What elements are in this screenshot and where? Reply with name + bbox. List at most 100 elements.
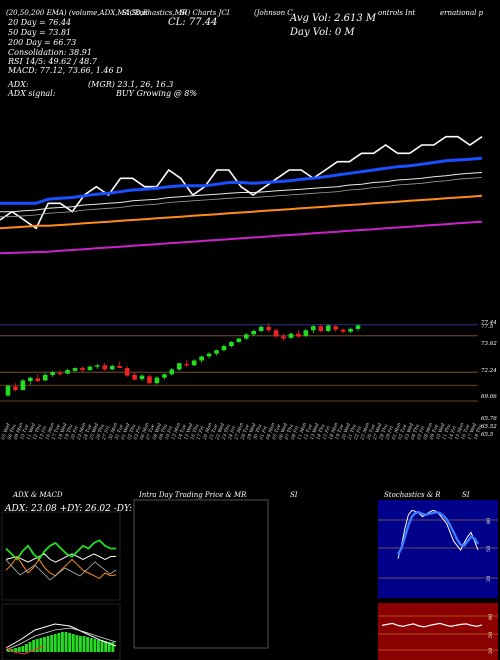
macd-hist-bar [21, 646, 25, 652]
macd-hist-bar [61, 632, 64, 652]
candle-body [162, 374, 167, 378]
macd-hist-bar [93, 639, 97, 652]
price-label-3: 72.24 [481, 368, 497, 374]
macd-hist-bar [111, 642, 115, 652]
date-tick: 04 Mon [265, 422, 277, 441]
candle-body [266, 326, 271, 331]
macd-hist-bar [57, 633, 61, 652]
mrsi-series [381, 622, 483, 628]
mrsi-tick-label: 20 [488, 648, 494, 654]
candle-body [340, 329, 346, 332]
date-tick: 24 Fri [227, 425, 238, 442]
candle-body [191, 360, 197, 366]
date-tick: 14 Tue [177, 423, 188, 440]
date-tick: 08 Wed [151, 422, 163, 440]
stoch-tick-label: 50 [486, 546, 492, 552]
candle-body [87, 366, 93, 371]
date-tick: 03 Wed [403, 422, 415, 440]
date-tick: 02 Thu [126, 423, 137, 440]
ema50-label: 50 Day = 73.81 [8, 28, 72, 37]
date-tick: 21 Thu [346, 423, 358, 441]
date-tick: 29 Fri [384, 425, 395, 442]
date-tick: 09 Mon [13, 422, 25, 441]
date-tick: 26 Thu [94, 423, 106, 441]
macd-hist-bar [28, 642, 32, 652]
candle-body [139, 375, 145, 380]
series-ema50 [0, 172, 483, 213]
macd-hist-bar [71, 634, 75, 652]
chart-title-left: (20,50,200 EMA) (volume,ADX,MACD,R [6, 9, 148, 17]
macd-hist-bar [7, 650, 10, 652]
macd-hist-bar [35, 639, 39, 652]
date-tick: 13 Wed [309, 422, 321, 440]
date-tick: 17 Fri [196, 425, 207, 441]
macd-hist-bar [32, 640, 36, 652]
date-tick: 13 Fri [38, 425, 49, 441]
candle-body [318, 326, 324, 331]
macd-hist-bar [107, 642, 111, 652]
candle-body [42, 374, 48, 381]
macd-hist-bar [50, 635, 54, 652]
adx-panel-frame [1, 511, 121, 601]
date-tick: 15 Mon [454, 422, 466, 441]
date-tick: 31 Tue [114, 423, 125, 440]
ema20-label: 20 Day = 76.44 [8, 18, 72, 27]
candle-body [243, 334, 249, 339]
candle-body [311, 326, 316, 331]
candle-body [355, 325, 361, 329]
intraday-title2: SI [290, 491, 298, 499]
date-tick: 18 Thu [473, 423, 484, 440]
adx-macd-title: ADX & MACD [13, 491, 63, 499]
date-tick: 20 Wed [340, 422, 352, 441]
candle-body [214, 350, 219, 354]
candle-body [154, 377, 160, 384]
date-tick: 07 Tue [145, 423, 156, 440]
macd-hist-bar [86, 637, 90, 652]
candle-body [333, 326, 338, 330]
day-vol-label: Day Vol: 0 M [290, 27, 355, 38]
adx-aux-line [5, 559, 117, 581]
candle-body [251, 330, 257, 335]
series-ema_long [0, 220, 483, 255]
macd-hist-bar [82, 636, 86, 652]
date-tick: 11 Wed [25, 422, 37, 440]
date-tick: 20 Fri [69, 425, 80, 442]
date-tick: 10 Wed [435, 422, 447, 440]
date-tick: 01 Fri [259, 425, 270, 441]
macd-hist-bar [43, 637, 46, 652]
date-tick: 06 Thu [7, 423, 18, 440]
ema200-label: 200 Day = 66.73 [8, 38, 77, 47]
price-label-2: 73.62 [481, 341, 497, 347]
date-tick: 24 Tue [82, 423, 94, 441]
date-tick: 01 Wed [120, 422, 132, 440]
date-tick: 09 Tue [429, 423, 440, 440]
adx-series-plus_di [5, 539, 116, 561]
date-tick: 19 Tue [334, 423, 345, 440]
macd-hist-bar [53, 634, 57, 652]
macd-hist-bar [104, 641, 108, 652]
macd-hist-bar [17, 647, 21, 652]
candle-body [124, 368, 130, 376]
macd-hist-bar [25, 644, 28, 652]
stoch-series-d [396, 510, 479, 555]
date-tick: 18 Mon [328, 422, 340, 441]
date-tick: 08 Mon [422, 422, 434, 441]
macd-line [5, 623, 117, 649]
date-tick: 30 Thu [252, 423, 263, 440]
macd-label: MACD: 77.12, 73.66, 1.46 D [8, 66, 123, 75]
mrsi-panel-bg [378, 603, 498, 660]
candle-body [5, 385, 11, 396]
date-tick: 17 Tue [51, 423, 62, 440]
rsi-label: RSI 14/5: 49.62 / 48.7 [8, 57, 97, 66]
mrsi-label: (MGR) 23.1, 26, 16.3 [88, 80, 174, 89]
date-tick: 27 Wed [372, 422, 384, 441]
adx-series-adx [5, 553, 117, 563]
date-tick: 04 Thu [410, 423, 421, 440]
date-tick: 22 Fri [353, 425, 364, 442]
candle-body [273, 330, 279, 337]
candle-body [325, 325, 331, 331]
price-label-0: 77.44 [481, 320, 497, 326]
price-label-6: 65.52 [481, 424, 497, 430]
